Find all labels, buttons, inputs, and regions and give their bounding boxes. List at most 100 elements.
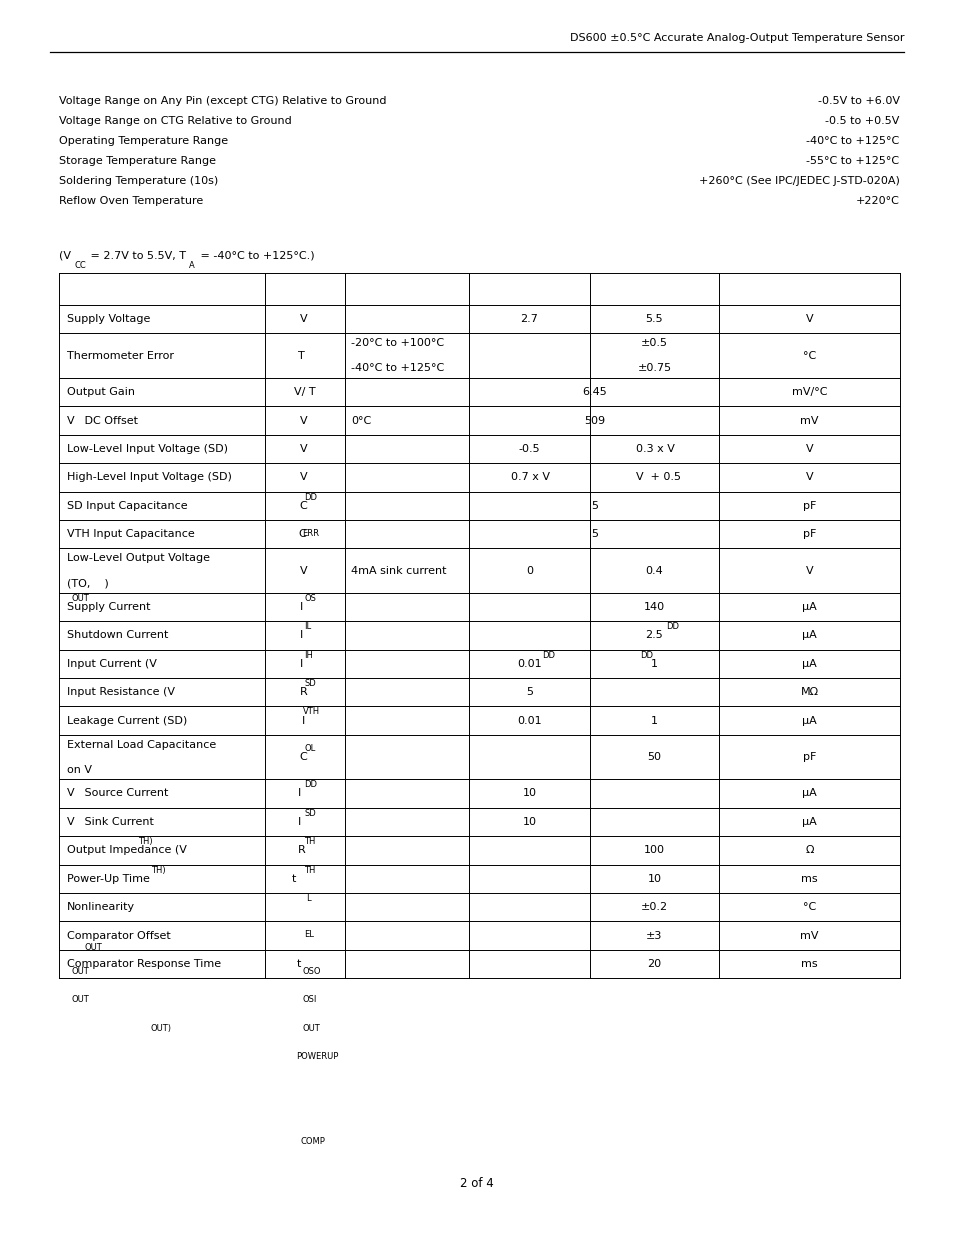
Text: I: I: [297, 816, 301, 827]
Text: Soldering Temperature (10s): Soldering Temperature (10s): [59, 177, 218, 186]
Text: OL: OL: [304, 743, 315, 753]
Text: Low-Level Output Voltage: Low-Level Output Voltage: [67, 553, 210, 563]
Text: Leakage Current (SD): Leakage Current (SD): [67, 715, 187, 726]
Text: -55°C to +125°C: -55°C to +125°C: [805, 157, 899, 167]
Text: Input Current (V: Input Current (V: [67, 658, 156, 669]
Text: on V: on V: [67, 764, 91, 774]
Text: 140: 140: [643, 601, 664, 613]
Text: ±0.2: ±0.2: [640, 902, 667, 913]
Text: IH: IH: [304, 651, 313, 659]
Text: ±0.5: ±0.5: [640, 338, 667, 348]
Text: OSI: OSI: [302, 995, 316, 1004]
Text: °C: °C: [802, 902, 815, 913]
Text: OUT: OUT: [71, 594, 89, 603]
Text: External Load Capacitance: External Load Capacitance: [67, 740, 215, 750]
Text: I: I: [299, 630, 303, 641]
Text: CC: CC: [74, 261, 86, 270]
Text: V: V: [299, 472, 307, 483]
Text: Nonlinearity: Nonlinearity: [67, 902, 134, 913]
Text: ms: ms: [801, 873, 817, 884]
Text: TH): TH): [137, 837, 152, 846]
Text: Output Gain: Output Gain: [67, 387, 134, 398]
Text: +220°C: +220°C: [855, 196, 899, 206]
Text: V: V: [67, 788, 74, 799]
Text: V: V: [805, 472, 812, 483]
Text: mV: mV: [800, 415, 818, 426]
Text: Comparator Offset: Comparator Offset: [67, 930, 171, 941]
Text: V: V: [805, 314, 812, 325]
Text: DD: DD: [304, 493, 316, 501]
Text: μA: μA: [801, 788, 816, 799]
Text: (V: (V: [59, 251, 71, 261]
Text: Source Current: Source Current: [81, 788, 169, 799]
Text: 5: 5: [590, 500, 598, 511]
Text: -0.5V to +6.0V: -0.5V to +6.0V: [817, 96, 899, 106]
Text: pF: pF: [801, 529, 816, 540]
Text: ±0.75: ±0.75: [637, 363, 671, 373]
Text: A: A: [189, 261, 194, 270]
Text: 1: 1: [650, 715, 658, 726]
Text: EL: EL: [304, 930, 314, 940]
Text: 2 of 4: 2 of 4: [459, 1177, 494, 1189]
Text: 5.5: 5.5: [645, 314, 662, 325]
Text: mV: mV: [800, 930, 818, 941]
Text: t: t: [296, 958, 300, 969]
Text: 6.45: 6.45: [581, 387, 606, 398]
Text: -20°C to +100°C: -20°C to +100°C: [351, 338, 444, 348]
Text: TH): TH): [151, 866, 165, 874]
Text: 4mA sink current: 4mA sink current: [351, 566, 446, 576]
Text: MΩ: MΩ: [800, 687, 818, 698]
Text: R: R: [297, 845, 306, 856]
Text: μA: μA: [801, 658, 816, 669]
Text: μA: μA: [801, 715, 816, 726]
Text: Reflow Oven Temperature: Reflow Oven Temperature: [59, 196, 203, 206]
Text: V: V: [805, 443, 812, 454]
Text: = 2.7V to 5.5V, T: = 2.7V to 5.5V, T: [87, 251, 186, 261]
Text: Voltage Range on Any Pin (except CTG) Relative to Ground: Voltage Range on Any Pin (except CTG) Re…: [59, 96, 386, 106]
Text: (TO,    ): (TO, ): [67, 578, 109, 588]
Text: 2.7: 2.7: [520, 314, 537, 325]
Text: T: T: [297, 351, 305, 361]
Text: C: C: [299, 752, 307, 762]
Text: SD: SD: [304, 679, 315, 688]
Text: OUT: OUT: [71, 967, 89, 976]
Text: -0.5 to +0.5V: -0.5 to +0.5V: [824, 116, 899, 126]
Text: L: L: [306, 894, 310, 903]
Text: C: C: [297, 529, 306, 540]
Text: VTH: VTH: [302, 708, 319, 716]
Text: pF: pF: [801, 752, 816, 762]
Text: Output Impedance (V: Output Impedance (V: [67, 845, 187, 856]
Text: OUT: OUT: [71, 995, 89, 1004]
Text: I: I: [299, 601, 303, 613]
Text: Operating Temperature Range: Operating Temperature Range: [59, 136, 228, 146]
Text: V: V: [635, 472, 642, 483]
Text: pF: pF: [801, 500, 816, 511]
Text: 0.4: 0.4: [645, 566, 662, 576]
Text: Power-Up Time: Power-Up Time: [67, 873, 150, 884]
Text: I: I: [301, 715, 304, 726]
Text: 50: 50: [647, 752, 660, 762]
Text: C: C: [299, 500, 307, 511]
Text: 0°C: 0°C: [351, 415, 371, 426]
Text: 2.5: 2.5: [645, 630, 662, 641]
Text: COMP: COMP: [300, 1137, 325, 1146]
Text: Low-Level Input Voltage (SD): Low-Level Input Voltage (SD): [67, 443, 228, 454]
Text: SD Input Capacitance: SD Input Capacitance: [67, 500, 187, 511]
Text: Voltage Range on CTG Relative to Ground: Voltage Range on CTG Relative to Ground: [59, 116, 292, 126]
Text: ±3: ±3: [645, 930, 662, 941]
Text: 100: 100: [643, 845, 664, 856]
Text: V: V: [805, 566, 812, 576]
Text: mV/°C: mV/°C: [791, 387, 826, 398]
Text: R: R: [299, 687, 307, 698]
Text: I: I: [299, 658, 303, 669]
Text: V: V: [67, 415, 74, 426]
Text: μA: μA: [801, 630, 816, 641]
Text: OSO: OSO: [302, 967, 320, 976]
Text: TH: TH: [304, 837, 315, 846]
Text: 0.01: 0.01: [517, 658, 541, 669]
Text: ms: ms: [801, 958, 817, 969]
Text: Shutdown Current: Shutdown Current: [67, 630, 168, 641]
Text: OUT: OUT: [302, 1024, 320, 1032]
Text: POWERUP: POWERUP: [295, 1052, 338, 1061]
Text: V: V: [299, 314, 307, 325]
